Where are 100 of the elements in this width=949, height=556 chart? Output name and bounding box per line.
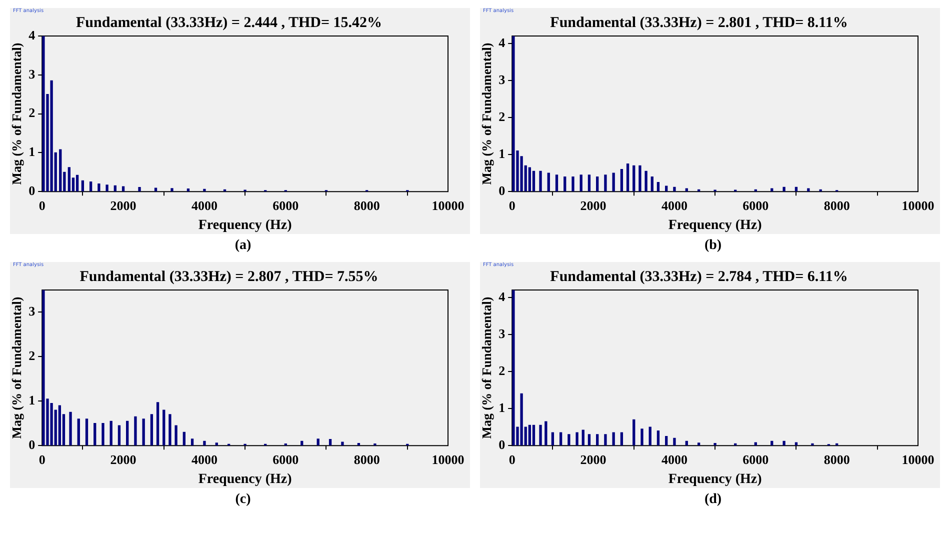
bar (665, 186, 668, 192)
x-tick-label: 10000 (432, 452, 464, 467)
x-tick-label: 4000 (661, 198, 688, 213)
y-axis-title: Mag (% of Fundamental) (9, 42, 24, 185)
x-tick-label: 2000 (580, 198, 606, 213)
bar (588, 174, 591, 192)
x-tick-label: 4000 (191, 452, 218, 467)
bar (341, 442, 344, 446)
x-tick-label: 0 (508, 452, 516, 467)
x-tick-label: 4000 (661, 452, 688, 467)
chart-title: Fundamental (33.33Hz) = 2.444 , THD= 15.42% (76, 14, 382, 31)
bar (98, 183, 100, 192)
bar (544, 421, 548, 446)
y-tick-label: 1 (498, 146, 506, 161)
bar (685, 188, 688, 192)
bar (588, 434, 591, 446)
bar (76, 174, 79, 192)
bar (512, 290, 515, 446)
bar (794, 186, 798, 192)
bar (650, 176, 654, 192)
bar (539, 170, 542, 192)
bar (604, 434, 607, 446)
y-tick-label: 0 (28, 182, 36, 198)
bar (512, 36, 515, 192)
bar (186, 188, 190, 192)
bar (782, 186, 786, 192)
bar (555, 174, 558, 192)
bar (50, 80, 53, 192)
bar (532, 170, 536, 192)
bar (77, 418, 80, 446)
bar (150, 414, 154, 446)
x-tick-label: 6000 (742, 198, 769, 213)
chart-title: Fundamental (33.33Hz) = 2.807 , THD= 7.55% (80, 268, 378, 285)
x-tick-label: 10000 (902, 452, 934, 467)
x-tick-label: 8000 (354, 452, 380, 467)
bar (582, 430, 584, 446)
bar (648, 426, 652, 446)
y-tick-label: 4 (498, 34, 506, 50)
x-axis-title: Frequency (Hz) (198, 218, 292, 234)
bar (122, 186, 125, 192)
text: (c) (234, 491, 252, 509)
x-tick-label: 10000 (902, 198, 934, 213)
bar (620, 169, 624, 192)
bar (110, 420, 112, 446)
bar (138, 186, 141, 192)
bar (42, 290, 45, 446)
x-tick-label: 2000 (580, 452, 606, 467)
bar (203, 440, 206, 446)
bar (665, 436, 668, 446)
chart-title: Fundamental (33.33Hz) = 2.784 , THD= 6.11% (550, 268, 848, 285)
bar (559, 432, 562, 446)
bar (182, 432, 186, 446)
bar (770, 440, 774, 446)
y-tick-label: 2 (498, 108, 506, 124)
bar (697, 442, 700, 446)
bar (42, 36, 45, 192)
bar (656, 182, 660, 192)
bar (174, 425, 178, 446)
bar (528, 424, 532, 446)
y-tick-label: 2 (28, 348, 36, 364)
bar (656, 430, 660, 446)
x-tick-label: 8000 (824, 198, 850, 213)
bar (190, 438, 194, 446)
bar (106, 184, 108, 192)
bar (68, 167, 71, 192)
bar (685, 440, 688, 446)
bar (632, 165, 636, 192)
bar (620, 432, 624, 446)
bar (782, 440, 786, 446)
bar (564, 176, 566, 192)
bar (114, 185, 116, 192)
bar (520, 393, 523, 446)
bar (568, 434, 570, 446)
bar (596, 176, 599, 192)
bar (596, 434, 599, 446)
bar (673, 438, 676, 446)
x-tick-label: 0 (38, 452, 46, 467)
x-tick-label: 4000 (191, 198, 218, 213)
bar (126, 420, 129, 446)
x-tick-label: 2000 (110, 452, 136, 467)
bar (626, 163, 630, 192)
bar (644, 170, 648, 192)
y-tick-label: 1 (28, 144, 36, 160)
bar (632, 419, 636, 446)
x-tick-label: 6000 (742, 452, 769, 467)
bar (673, 186, 676, 192)
y-tick-label: 3 (28, 304, 36, 319)
y-tick-label: 0 (498, 436, 506, 452)
bar (754, 442, 757, 446)
x-tick-label: 2000 (110, 198, 136, 213)
y-tick-label: 4 (498, 288, 506, 304)
bar (328, 439, 332, 446)
x-tick-label: 0 (38, 198, 46, 213)
bar (316, 438, 320, 446)
bar (156, 402, 160, 446)
bar (102, 423, 104, 446)
y-tick-label: 2 (498, 362, 506, 378)
text: (b) (703, 237, 723, 255)
chart-title: Fundamental (33.33Hz) = 2.801 , THD= 8.11% (550, 14, 848, 31)
x-axis-title: Frequency (Hz) (668, 472, 762, 488)
